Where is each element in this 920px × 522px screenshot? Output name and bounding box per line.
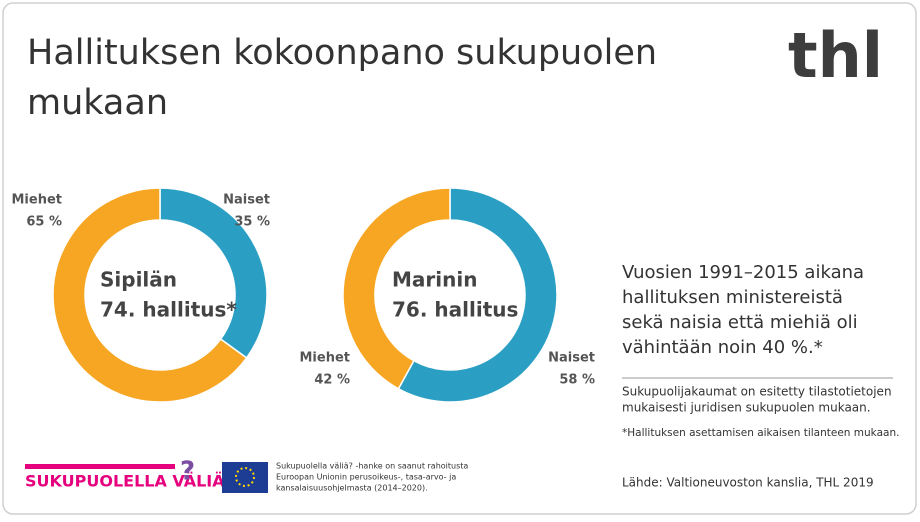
segment-label: Miehet bbox=[12, 193, 63, 208]
center-label: Marinin bbox=[392, 268, 477, 292]
donut-segment bbox=[397, 187, 558, 403]
note: Sukupuolijakaumat on esitetty tilastotie… bbox=[622, 385, 892, 399]
eu-flag bbox=[222, 462, 268, 493]
eu-text: kansalaisuusohjelmasta (2014–2020). bbox=[276, 484, 428, 493]
note: mukaisesti juridisen sukupuolen mukaan. bbox=[622, 401, 871, 415]
eu-text: Sukupuolella väliä? -hanke on saanut rah… bbox=[276, 462, 468, 471]
thl-logo: thl bbox=[788, 19, 883, 92]
donut-segment bbox=[342, 187, 451, 390]
eu-stars bbox=[235, 467, 255, 487]
footnote: *Hallituksen asettamisen aikaisen tilant… bbox=[622, 427, 899, 439]
info-line: vähintään noin 40 %.* bbox=[622, 337, 823, 358]
donut-segment bbox=[159, 187, 268, 359]
source: Lähde: Valtioneuvoston kanslia, THL 2019 bbox=[622, 476, 874, 490]
donut-segment bbox=[52, 187, 248, 403]
value-label: 65 % bbox=[26, 215, 62, 230]
title: mukaan bbox=[27, 83, 168, 123]
center-label: 76. hallitus bbox=[392, 298, 518, 322]
eu-text: Euroopan Unionin perusoikeus-, tasa-arvo… bbox=[276, 473, 456, 482]
title: Hallituksen kokoonpano sukupuolen bbox=[27, 33, 657, 73]
value-label: 35 % bbox=[234, 215, 270, 230]
info-line: sekä naisia että miehiä oli bbox=[622, 312, 858, 333]
footer-logo: SUKUPUOLELLA VÄLIÄ bbox=[25, 472, 225, 491]
info-line: hallituksen ministereistä bbox=[622, 287, 843, 308]
info: Vuosien 1991–2015 aikana hallituksen min… bbox=[622, 262, 864, 358]
value-label: 42 % bbox=[314, 373, 350, 388]
center-label: Sipilän bbox=[100, 268, 177, 292]
center-label: 74. hallitus* bbox=[100, 298, 237, 322]
segment-label: Miehet bbox=[300, 351, 351, 366]
value-label: 58 % bbox=[559, 373, 595, 388]
segment-label: Naiset bbox=[548, 351, 595, 366]
info-line: Vuosien 1991–2015 aikana bbox=[622, 262, 864, 283]
logo-mark: ? bbox=[180, 457, 195, 487]
segment-label: Naiset bbox=[223, 193, 270, 208]
frame bbox=[2, 2, 917, 515]
logo-stripe bbox=[25, 464, 175, 469]
